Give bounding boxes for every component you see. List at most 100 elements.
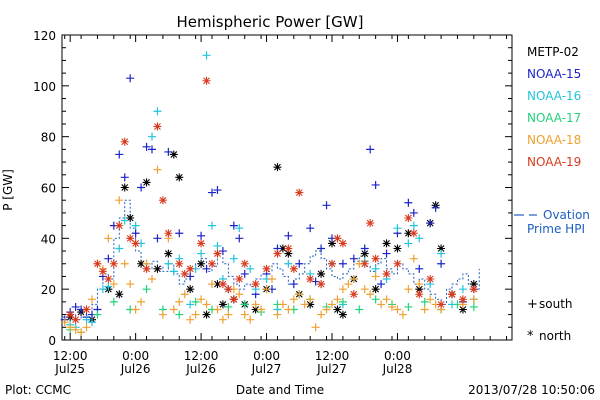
point-noaa-18-47 bbox=[317, 310, 326, 319]
point-noaa-16-2 bbox=[82, 315, 91, 324]
point-noaa-18-14 bbox=[137, 297, 146, 306]
point-noaa-16-4 bbox=[98, 285, 107, 294]
y-axis-label: P [GW] bbox=[1, 169, 15, 211]
x-axis-label: Date and Time bbox=[236, 383, 324, 397]
point-noaa-15-42 bbox=[338, 259, 347, 268]
point-noaa-19-24 bbox=[229, 295, 238, 304]
x-tick-date-label: Jul28 bbox=[382, 362, 413, 376]
point-noaa-19-9 bbox=[126, 234, 135, 243]
x-tick-label: 12:00 bbox=[184, 349, 219, 363]
point-metp-02-20 bbox=[251, 305, 260, 314]
point-noaa-15-17 bbox=[153, 234, 162, 243]
point-noaa-19-8 bbox=[120, 137, 129, 146]
point-noaa-16-6 bbox=[115, 244, 124, 253]
plot-area-frame bbox=[61, 34, 513, 341]
point-metp-02-35 bbox=[393, 244, 402, 253]
point-noaa-16-14 bbox=[169, 267, 178, 276]
x-tick-date-label: Jul26 bbox=[120, 362, 151, 376]
point-noaa-18-8 bbox=[104, 234, 113, 243]
point-noaa-15-21 bbox=[197, 231, 206, 240]
point-noaa-18-41 bbox=[284, 305, 293, 314]
point-noaa-15-50 bbox=[404, 198, 413, 207]
y-tick-label: 0 bbox=[48, 334, 56, 348]
point-noaa-19-38 bbox=[349, 290, 358, 299]
point-noaa-15-54 bbox=[431, 203, 440, 212]
point-noaa-19-10 bbox=[131, 239, 140, 248]
point-noaa-19-47 bbox=[426, 275, 435, 283]
point-noaa-18-24 bbox=[191, 310, 200, 319]
point-noaa-18-37 bbox=[262, 285, 271, 294]
point-metp-02-17 bbox=[218, 300, 227, 309]
point-noaa-18-55 bbox=[360, 285, 369, 294]
y-tick-label: 80 bbox=[41, 131, 56, 145]
point-noaa-19-21 bbox=[213, 249, 222, 258]
point-noaa-19-28 bbox=[262, 264, 271, 273]
point-noaa-18-39 bbox=[273, 310, 282, 319]
x-tick-label: 0:00 bbox=[253, 349, 280, 363]
point-noaa-18-21 bbox=[175, 297, 184, 306]
point-noaa-18-32 bbox=[235, 290, 244, 299]
point-noaa-15-24 bbox=[213, 186, 222, 195]
point-noaa-18-53 bbox=[349, 275, 358, 283]
point-noaa-19-0 bbox=[66, 310, 75, 319]
point-noaa-15-35 bbox=[289, 280, 298, 289]
legend-ovation-label-1: Ovation bbox=[543, 208, 590, 222]
point-noaa-19-39 bbox=[360, 259, 369, 268]
point-noaa-15-18 bbox=[164, 147, 173, 156]
x-tick-date-label: Jul25 bbox=[54, 362, 85, 376]
point-noaa-15-48 bbox=[382, 249, 391, 258]
point-metp-02-7 bbox=[137, 259, 146, 268]
point-noaa-16-19 bbox=[202, 51, 211, 60]
legend-entry-noaa-17: NOAA-17 bbox=[527, 111, 581, 125]
point-noaa-18-64 bbox=[409, 254, 418, 263]
point-noaa-19-48 bbox=[437, 300, 446, 309]
point-noaa-19-43 bbox=[393, 259, 402, 268]
point-noaa-18-72 bbox=[469, 295, 478, 304]
point-noaa-18-59 bbox=[382, 295, 391, 304]
point-noaa-18-43 bbox=[295, 290, 304, 299]
legend-entry-noaa-18: NOAA-18 bbox=[527, 133, 581, 147]
point-noaa-19-11 bbox=[142, 264, 151, 273]
point-noaa-17-3 bbox=[109, 297, 118, 306]
point-noaa-18-58 bbox=[377, 300, 386, 309]
point-noaa-19-30 bbox=[284, 244, 293, 253]
point-metp-02-8 bbox=[142, 178, 151, 187]
point-noaa-17-5 bbox=[142, 285, 151, 294]
point-noaa-18-66 bbox=[420, 305, 429, 314]
x-tick-label: 12:00 bbox=[53, 349, 88, 363]
point-noaa-17-10 bbox=[224, 302, 233, 311]
point-metp-02-14 bbox=[197, 259, 206, 268]
point-noaa-18-36 bbox=[257, 305, 266, 314]
point-metp-02-40 bbox=[437, 244, 446, 253]
point-noaa-19-31 bbox=[289, 264, 298, 273]
point-noaa-19-25 bbox=[235, 275, 244, 283]
point-noaa-18-46 bbox=[311, 323, 320, 332]
point-noaa-19-40 bbox=[366, 219, 375, 228]
legend-entry-noaa-19: NOAA-19 bbox=[527, 155, 581, 169]
marker-key-symbol: + bbox=[527, 297, 538, 312]
marker-key-symbol: * bbox=[527, 329, 534, 344]
point-metp-02-5 bbox=[120, 183, 129, 192]
point-noaa-18-10 bbox=[115, 196, 124, 205]
point-metp-02-37 bbox=[415, 285, 424, 294]
point-noaa-19-29 bbox=[273, 249, 282, 258]
point-noaa-16-41 bbox=[393, 224, 402, 233]
point-noaa-16-31 bbox=[284, 259, 293, 268]
point-noaa-15-45 bbox=[366, 145, 375, 154]
point-noaa-18-45 bbox=[306, 295, 315, 304]
point-metp-02-26 bbox=[306, 300, 315, 309]
x-tick-label: 0:00 bbox=[384, 349, 411, 363]
point-noaa-18-9 bbox=[109, 280, 118, 289]
x-tick-date-label: Jul27 bbox=[316, 362, 347, 376]
point-noaa-16-42 bbox=[404, 239, 413, 248]
point-noaa-19-22 bbox=[218, 280, 227, 289]
point-noaa-17-7 bbox=[175, 310, 184, 319]
point-metp-02-6 bbox=[126, 214, 135, 222]
point-noaa-19-49 bbox=[448, 290, 456, 299]
point-noaa-18-3 bbox=[77, 328, 86, 337]
point-noaa-18-67 bbox=[426, 295, 435, 304]
point-noaa-18-40 bbox=[278, 300, 287, 309]
point-noaa-15-11 bbox=[120, 173, 129, 182]
